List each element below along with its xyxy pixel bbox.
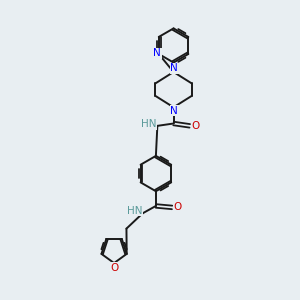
Text: N: N	[170, 106, 178, 116]
Text: HN: HN	[127, 206, 142, 216]
Text: HN: HN	[141, 119, 157, 129]
Text: N: N	[153, 48, 161, 59]
Text: N: N	[170, 63, 178, 74]
Text: O: O	[110, 263, 118, 273]
Text: O: O	[174, 202, 182, 212]
Text: O: O	[191, 121, 200, 131]
